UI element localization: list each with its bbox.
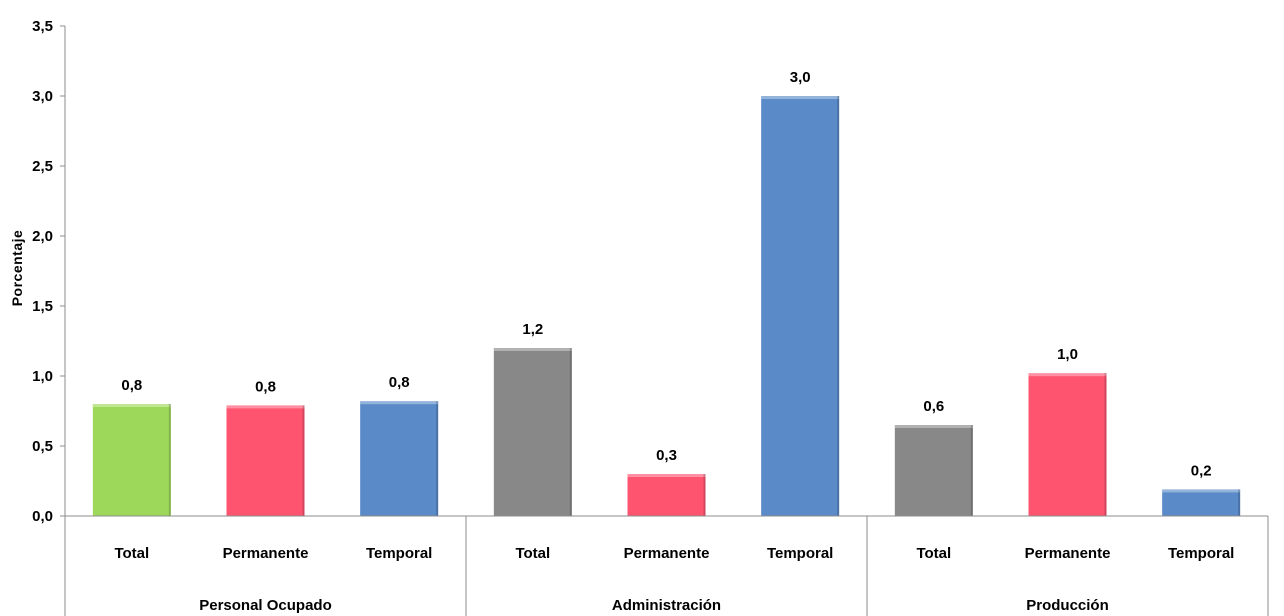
bar-highlight	[894, 425, 973, 428]
y-tick-label: 0,5	[32, 438, 53, 455]
bar-shade	[569, 348, 572, 516]
category-label: Permanente	[1025, 545, 1111, 562]
category-label: Temporal	[366, 545, 432, 562]
y-tick-label: 1,5	[32, 298, 53, 315]
bar	[92, 404, 171, 516]
bar	[894, 425, 973, 516]
data-label: 0,8	[389, 374, 410, 391]
category-label: Temporal	[1168, 545, 1234, 562]
y-tick-label: 1,0	[32, 368, 53, 385]
bar-highlight	[226, 405, 305, 409]
bar-highlight	[92, 404, 171, 407]
bar-shade	[970, 425, 973, 516]
y-tick-label: 3,5	[32, 18, 53, 35]
y-tick-label: 2,0	[32, 228, 53, 245]
category-label: Temporal	[767, 545, 833, 562]
bar	[493, 348, 572, 516]
bar	[1028, 373, 1107, 516]
x-axis: Total Permanente Temporal Personal Ocupado T…	[65, 515, 1269, 616]
data-label: 1,2	[522, 321, 543, 338]
category-label: Permanente	[223, 545, 309, 562]
bars	[92, 96, 1241, 516]
bar	[360, 401, 439, 516]
y-axis: 0,0 0,5 1,0 1,5 2,0 2,5 3,0 3,5	[32, 18, 66, 616]
bar-shade	[1104, 373, 1107, 516]
y-tick-label: 3,0	[32, 88, 53, 105]
category-label: Total	[916, 545, 951, 562]
group-label: Administración	[612, 597, 721, 614]
bar-highlight	[761, 96, 840, 99]
bar-shade	[703, 474, 706, 516]
bar-shade	[168, 404, 171, 516]
data-label: 1,0	[1057, 346, 1078, 363]
data-label: 0,8	[255, 378, 276, 395]
data-labels: 0,8 0,8 0,8 1,2 0,3 3,0 0,6 1,0 0,2	[121, 69, 1211, 479]
category-label: Permanente	[624, 545, 710, 562]
data-label: 3,0	[790, 69, 811, 86]
bar-highlight	[360, 401, 439, 405]
bar	[226, 405, 305, 516]
category-label: Total	[114, 545, 149, 562]
bar-highlight	[627, 474, 706, 477]
bar	[761, 96, 840, 516]
bar-highlight	[1028, 373, 1107, 377]
y-tick-label: 0,0	[32, 508, 53, 525]
bar-highlight	[493, 348, 572, 351]
bar-highlight	[1162, 489, 1241, 493]
data-label: 0,3	[656, 447, 677, 464]
bar-shade	[1238, 489, 1241, 516]
group-label: Producción	[1026, 597, 1109, 614]
data-label: 0,2	[1191, 462, 1212, 479]
y-axis-label: Porcentaje	[9, 230, 25, 307]
category-label: Total	[515, 545, 550, 562]
data-label: 0,6	[923, 398, 944, 415]
bar	[1162, 489, 1241, 516]
bar-shade	[436, 401, 439, 516]
data-label: 0,8	[121, 377, 142, 394]
bar	[627, 474, 706, 516]
bar-shade	[837, 96, 840, 516]
group-label: Personal Ocupado	[199, 597, 332, 614]
bar-shade	[302, 405, 305, 516]
y-tick-label: 2,5	[32, 158, 53, 175]
